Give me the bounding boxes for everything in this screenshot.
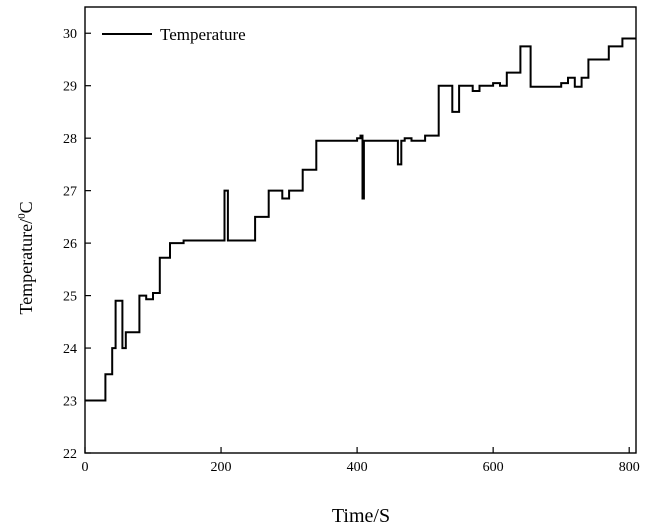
legend-label-temperature: Temperature bbox=[160, 25, 246, 44]
plot-area-frame bbox=[84, 6, 637, 454]
y-tick-label: 22 bbox=[63, 447, 77, 462]
y-axis-ticks: 22 23 24 25 26 27 28 29 30 bbox=[63, 27, 91, 462]
x-tick-label: 600 bbox=[483, 460, 504, 475]
x-axis-title: Time/S bbox=[332, 505, 390, 527]
x-tick-label: 0 bbox=[82, 460, 89, 475]
x-tick-label: 200 bbox=[211, 460, 232, 475]
y-axis-title-main: Temperature/ bbox=[16, 219, 36, 315]
y-tick-label: 29 bbox=[63, 80, 77, 95]
y-tick-label: 24 bbox=[63, 342, 77, 357]
y-tick-label: 26 bbox=[63, 237, 77, 252]
x-tick-label: 800 bbox=[619, 460, 640, 475]
y-axis-title-unit: C bbox=[16, 201, 36, 213]
y-tick-label: 27 bbox=[63, 185, 77, 200]
temperature-series-line bbox=[85, 37, 636, 402]
x-tick-label: 400 bbox=[347, 460, 368, 475]
x-axis-ticks: 0 200 400 600 800 bbox=[82, 447, 640, 475]
y-axis-title: Temperature/0C bbox=[16, 201, 36, 314]
y-tick-label: 25 bbox=[63, 290, 77, 305]
legend: Temperature bbox=[102, 25, 246, 44]
y-axis-title-superscript: 0 bbox=[16, 213, 28, 219]
y-tick-label: 23 bbox=[63, 395, 77, 410]
y-tick-label: 28 bbox=[63, 132, 77, 147]
y-tick-label: 30 bbox=[63, 27, 77, 42]
